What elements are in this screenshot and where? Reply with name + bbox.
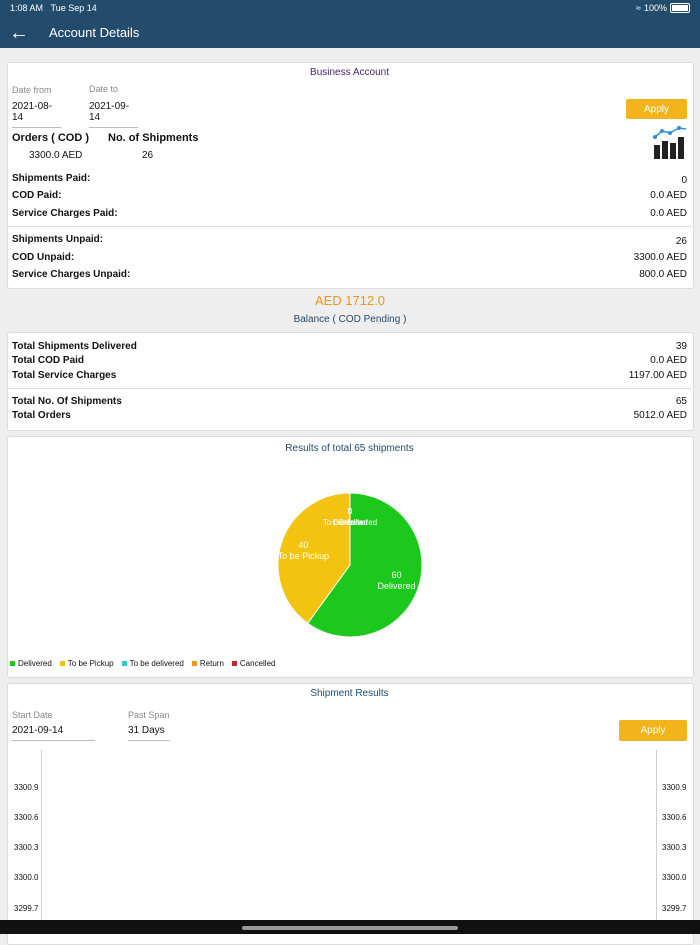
total-orders-label: Total Orders xyxy=(12,410,71,421)
cod-paid-value: 0.0 AED xyxy=(650,190,687,201)
total-shipments-label: Total No. Of Shipments xyxy=(12,396,122,407)
divider xyxy=(8,226,691,227)
total-shipments-value: 65 xyxy=(675,396,687,407)
pie-slice-label: Delivered xyxy=(378,581,416,591)
legend-item: Cancelled xyxy=(231,659,275,668)
total-cod-paid-value: 0.0 AED xyxy=(650,355,687,366)
start-date-field[interactable]: 2021-09-14 xyxy=(12,725,95,741)
service-paid-label: Service Charges Paid: xyxy=(12,208,118,219)
home-indicator[interactable] xyxy=(242,926,458,930)
shipments-unpaid-label: Shipments Unpaid: xyxy=(12,234,104,245)
orders-cod-value: 3300.0 AED xyxy=(29,150,83,161)
total-delivered-label: Total Shipments Delivered xyxy=(12,341,137,352)
y-tick-left: 3300.0 xyxy=(14,873,39,882)
bar-chart-icon xyxy=(653,126,687,159)
shipments-unpaid-value: 26 xyxy=(675,236,687,247)
status-indicators: ≈ 100% xyxy=(636,3,690,13)
pie-slice-to-be-pickup xyxy=(277,492,351,624)
service-paid-value: 0.0 AED xyxy=(650,208,687,219)
business-account-title: Business Account xyxy=(310,67,389,78)
page-title: Account Details xyxy=(49,25,140,40)
business-account-card xyxy=(7,62,694,289)
y-tick-left: 3300.3 xyxy=(14,843,39,852)
pie-slice-delivered xyxy=(306,492,423,638)
pie-slice-label: Cancelled xyxy=(332,518,368,527)
pie-slice-label: To be Pickup xyxy=(278,551,330,561)
pie-value-label: 60 xyxy=(392,570,402,580)
shipments-count-label: No. of Shipments xyxy=(108,132,199,144)
pie-slice-label: Return xyxy=(338,518,362,527)
service-unpaid-value: 800.0 AED xyxy=(639,269,687,280)
date-from-label: Date from xyxy=(12,85,52,95)
shipment-apply-button[interactable]: Apply xyxy=(619,720,687,741)
results-title: Results of total 65 shipments xyxy=(285,443,414,454)
shipments-count-value: 26 xyxy=(142,150,154,161)
total-orders-value: 5012.0 AED xyxy=(633,410,687,421)
y-tick-left: 3300.9 xyxy=(14,783,39,792)
orders-cod-label: Orders ( COD ) xyxy=(12,132,90,144)
y-tick-left: 3299.7 xyxy=(14,904,39,913)
balance-label: Balance ( COD Pending ) xyxy=(293,314,407,325)
chart-legend: Delivered To be Pickup To be delivered R… xyxy=(10,659,275,668)
y-tick-right: 3299.7 xyxy=(662,904,687,913)
shipment-results-card xyxy=(7,683,694,945)
shipment-results-title: Shipment Results xyxy=(310,688,389,699)
legend-item: Return xyxy=(191,659,224,668)
legend-item: To be Pickup xyxy=(59,659,114,668)
wifi-icon: ≈ xyxy=(636,3,641,13)
date-from-field[interactable]: 2021-08-14 xyxy=(12,101,61,128)
total-service-label: Total Service Charges xyxy=(12,370,117,381)
pie-value-label: 40 xyxy=(298,540,308,550)
pie-value-label: 0 xyxy=(348,507,353,516)
divider xyxy=(8,388,691,389)
y-axis-left xyxy=(41,750,42,920)
shipments-paid-value: 0 xyxy=(681,175,687,186)
pie-slice-label: To be delivered xyxy=(323,518,377,527)
cod-paid-label: COD Paid: xyxy=(12,190,62,201)
cod-unpaid-value: 3300.0 AED xyxy=(633,252,687,263)
y-tick-right: 3300.0 xyxy=(662,873,687,882)
pie-value-label: 0 xyxy=(348,507,353,516)
cod-unpaid-label: COD Unpaid: xyxy=(12,252,75,263)
total-cod-paid-label: Total COD Paid xyxy=(12,355,85,366)
legend-item: To be delivered xyxy=(121,659,184,668)
apply-button[interactable]: Apply xyxy=(626,99,687,119)
status-time: 1:08 AM Tue Sep 14 xyxy=(10,3,97,13)
y-tick-right: 3300.6 xyxy=(662,813,687,822)
y-tick-right: 3300.9 xyxy=(662,783,687,792)
battery-icon xyxy=(670,3,690,13)
y-tick-left: 3300.6 xyxy=(14,813,39,822)
back-arrow-icon[interactable]: ← xyxy=(9,22,29,44)
y-tick-right: 3300.3 xyxy=(662,843,687,852)
date-to-field[interactable]: 2021-09-14 xyxy=(89,101,138,128)
past-span-field[interactable]: 31 Days xyxy=(128,725,170,741)
past-span-label: Past Span xyxy=(128,710,170,720)
pie-value-label: 0 xyxy=(348,507,353,516)
total-delivered-value: 39 xyxy=(675,341,687,352)
date-to-label: Date to xyxy=(89,84,119,94)
app-header: 1:08 AM Tue Sep 14 ≈ 100% ← Account Deta… xyxy=(0,0,700,48)
balance-amount: AED 1712.0 xyxy=(314,293,386,308)
system-bottom-bar xyxy=(0,920,700,934)
legend-item: Delivered xyxy=(10,659,52,668)
total-service-value: 1197.00 AED xyxy=(628,370,687,381)
y-axis-right xyxy=(656,750,657,920)
totals-card xyxy=(7,332,694,431)
start-date-label: Start Date xyxy=(12,710,53,720)
battery-percent: 100% xyxy=(643,3,667,13)
service-unpaid-label: Service Charges Unpaid: xyxy=(12,269,131,280)
shipments-paid-label: Shipments Paid: xyxy=(12,173,91,184)
